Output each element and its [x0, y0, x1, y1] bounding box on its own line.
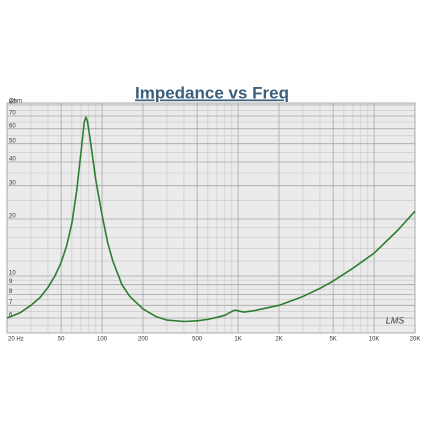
x-tick-label: 5K — [329, 337, 336, 343]
x-tick-label: 10K — [369, 337, 380, 343]
y-axis-label: Ohm — [9, 99, 22, 105]
x-tick-label: 100 — [97, 337, 108, 343]
chart-title: Impedance vs Freq — [135, 83, 289, 102]
plot-area — [6, 102, 416, 334]
x-tick-label: 20 Hz — [8, 337, 24, 343]
y-tick-label: 10 — [9, 271, 16, 277]
y-tick-label: 7 — [9, 300, 13, 306]
x-tick-label: 20K — [410, 337, 421, 343]
y-tick-label: 70 — [9, 111, 16, 117]
y-tick-label: 50 — [9, 138, 16, 144]
x-tick-label: 50 — [58, 337, 65, 343]
y-tick-label: 9 — [9, 279, 13, 285]
y-tick-label: 60 — [9, 123, 16, 129]
x-tick-label: 1K — [234, 337, 241, 343]
y-tick-label: 30 — [9, 180, 16, 186]
x-tick-label: 200 — [138, 337, 149, 343]
impedance-line — [6, 116, 416, 323]
signature: LMS — [386, 315, 405, 325]
y-tick-label: 40 — [9, 157, 16, 163]
x-tick-label: 500 — [192, 337, 203, 343]
y-tick-label: 8 — [9, 289, 13, 295]
y-tick-label: 80 — [9, 100, 16, 106]
x-tick-label: 2K — [275, 337, 282, 343]
y-tick-label: 20 — [9, 214, 16, 220]
